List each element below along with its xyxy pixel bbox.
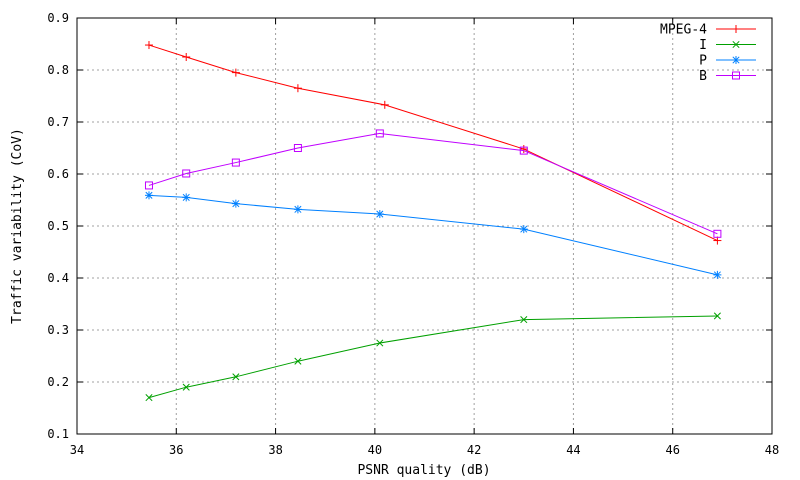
data-point-mpeg-4 bbox=[713, 236, 722, 245]
y-tick-label: 0.4 bbox=[47, 271, 69, 285]
y-tick-label: 0.2 bbox=[47, 375, 69, 389]
data-point-mpeg-4 bbox=[380, 100, 389, 109]
data-point-i bbox=[520, 316, 528, 324]
marker-stroke bbox=[294, 205, 302, 213]
y-tick-label: 0.1 bbox=[47, 427, 69, 441]
data-point-i bbox=[376, 339, 384, 347]
legend-label-b: B bbox=[699, 69, 707, 84]
data-point-i bbox=[145, 394, 153, 402]
marker-stroke bbox=[376, 339, 384, 347]
data-point-b bbox=[293, 144, 302, 152]
series-line-p bbox=[148, 194, 718, 276]
marker-stroke bbox=[732, 40, 740, 49]
marker-stroke bbox=[144, 181, 153, 190]
marker-stroke bbox=[232, 200, 240, 208]
x-tick-label: 34 bbox=[70, 443, 84, 457]
data-point-p bbox=[182, 193, 191, 202]
data-point-b bbox=[713, 229, 722, 238]
y-axis-title: Traffic variability (CoV) bbox=[10, 128, 25, 324]
y-tick-label: 0.3 bbox=[47, 323, 69, 337]
x-axis-title: PSNR quality (dB) bbox=[357, 463, 490, 478]
marker-stroke bbox=[713, 271, 721, 279]
data-point-p bbox=[144, 191, 153, 200]
marker-stroke bbox=[520, 316, 528, 324]
data-point-mpeg-4 bbox=[182, 53, 191, 61]
data-point-mpeg-4 bbox=[519, 145, 528, 154]
legend-item-p: P bbox=[699, 54, 756, 69]
marker-stroke bbox=[376, 210, 384, 218]
series-mpeg-4 bbox=[144, 41, 722, 245]
data-point-mpeg-4 bbox=[231, 68, 240, 77]
marker-stroke bbox=[182, 193, 190, 201]
data-point-mpeg-4 bbox=[293, 84, 302, 93]
data-point-b bbox=[375, 129, 384, 138]
x-tick-label: 38 bbox=[268, 443, 282, 457]
marker-stroke bbox=[520, 225, 528, 233]
data-point-b bbox=[144, 181, 153, 190]
data-series bbox=[144, 41, 722, 402]
marker-stroke bbox=[231, 158, 240, 167]
data-point-p bbox=[375, 210, 384, 219]
data-point-p bbox=[293, 205, 302, 214]
plot-frame bbox=[76, 17, 773, 435]
series-line-i bbox=[148, 315, 718, 399]
legend-label-mpeg-4: MPEG-4 bbox=[660, 23, 707, 38]
x-tick-label: 46 bbox=[665, 443, 679, 457]
series-p bbox=[144, 191, 722, 279]
marker-stroke bbox=[519, 146, 528, 155]
x-tick-label: 44 bbox=[566, 443, 580, 457]
data-point-b bbox=[519, 146, 528, 155]
marker-stroke bbox=[145, 191, 153, 199]
data-point-i bbox=[232, 373, 240, 381]
data-point-b bbox=[182, 169, 191, 178]
legend-label-p: P bbox=[699, 54, 707, 69]
legend-item-b: B bbox=[699, 69, 756, 84]
y-tick-label: 0.9 bbox=[47, 11, 69, 25]
x-tick-label: 40 bbox=[368, 443, 382, 457]
x-tick-label: 48 bbox=[765, 443, 779, 457]
legend-label-i: I bbox=[699, 38, 707, 53]
series-line-b bbox=[148, 132, 718, 235]
data-point-i bbox=[713, 312, 721, 320]
y-tick-label: 0.7 bbox=[47, 115, 69, 129]
data-point-b bbox=[231, 158, 240, 167]
series-line-mpeg-4 bbox=[148, 44, 718, 242]
legend-marker-p bbox=[732, 56, 740, 64]
marker-stroke bbox=[713, 229, 722, 238]
legend-marker-i bbox=[732, 40, 740, 49]
x-tick-label: 42 bbox=[467, 443, 481, 457]
y-tick-label: 0.6 bbox=[47, 167, 69, 181]
marker-stroke bbox=[294, 357, 302, 365]
marker-stroke bbox=[232, 373, 240, 381]
data-point-p bbox=[519, 225, 528, 234]
axes: 0.1 0.2 0.3 0.4 0.5 0.6 0.7 0.8 0.9 34 36 38 40 42 44 4… bbox=[47, 11, 779, 457]
data-point-p bbox=[713, 270, 722, 279]
grid-lines bbox=[77, 18, 772, 434]
marker-stroke bbox=[732, 71, 740, 80]
marker-stroke bbox=[182, 383, 190, 391]
y-tick-label: 0.5 bbox=[47, 219, 69, 233]
marker-stroke bbox=[713, 312, 721, 320]
series-i bbox=[145, 312, 721, 402]
marker-stroke bbox=[145, 394, 153, 402]
legend-item-mpeg-4: MPEG-4 bbox=[660, 23, 756, 38]
legend-marker-mpeg-4 bbox=[732, 25, 740, 33]
legend-item-i: I bbox=[699, 38, 756, 53]
marker-stroke bbox=[375, 129, 384, 138]
data-point-i bbox=[294, 357, 302, 365]
marker-stroke bbox=[182, 169, 191, 178]
series-b bbox=[144, 129, 722, 238]
y-tick-label: 0.8 bbox=[47, 63, 69, 77]
legend-marker-b bbox=[732, 71, 740, 80]
data-point-p bbox=[231, 199, 240, 208]
marker-stroke bbox=[293, 144, 302, 152]
data-point-i bbox=[182, 383, 190, 391]
x-tick-label: 36 bbox=[169, 443, 183, 457]
marker-stroke bbox=[732, 56, 740, 64]
data-point-mpeg-4 bbox=[144, 41, 153, 50]
